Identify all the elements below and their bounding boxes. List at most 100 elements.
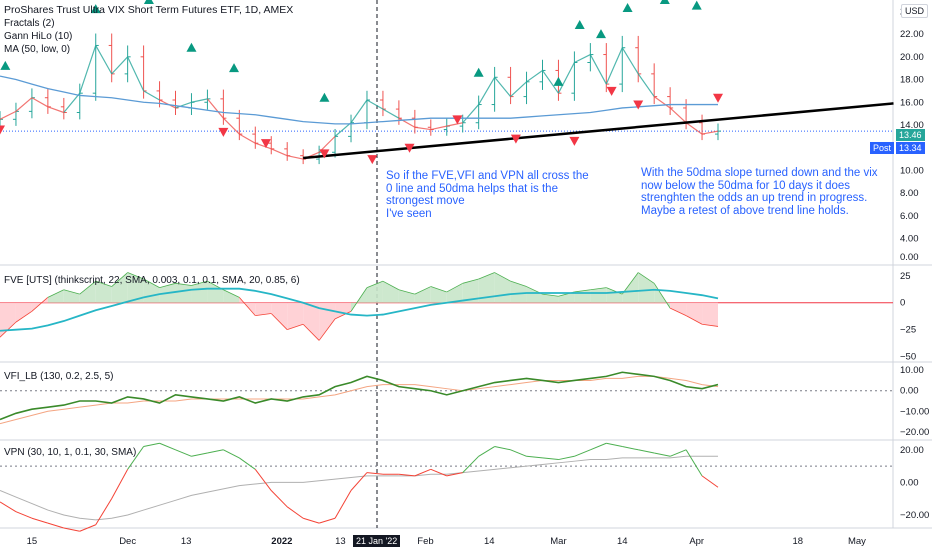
time-tick-label: Dec — [119, 536, 136, 547]
pane-tick-label: −10.00 — [900, 406, 929, 417]
vpn-line-segment — [334, 490, 352, 519]
fve-line-segment — [398, 289, 415, 295]
fractal-down-marker — [319, 149, 330, 159]
pane-tick-label: 0 — [900, 298, 905, 309]
vpn-line-segment — [31, 517, 49, 524]
gann-hilo-segment — [287, 155, 304, 160]
gann-hilo-segment — [526, 69, 543, 83]
vpn-line-segment — [79, 524, 96, 532]
vfi-line — [0, 371, 719, 421]
gann-hilo-segment — [47, 106, 65, 114]
fractal-down-marker — [260, 139, 271, 149]
vpn-line-segment — [318, 517, 336, 524]
vpn-line-segment — [701, 475, 719, 488]
vpn-line-segment — [143, 442, 160, 448]
pane-tick-label: −50 — [900, 352, 916, 363]
vpn-line-segment — [15, 511, 33, 519]
time-tick-label: 14 — [617, 536, 628, 547]
fve-line-segment — [223, 289, 240, 298]
trend-line — [303, 102, 894, 160]
fve-area-segment — [79, 281, 96, 303]
fve-area-segment — [271, 302, 288, 330]
vpn-line-segment — [63, 527, 80, 532]
gann-hilo-segment — [15, 97, 33, 112]
gann-hilo-segment — [494, 76, 512, 97]
vpn-line-segment — [207, 449, 224, 454]
gann-hilo-segment — [701, 130, 719, 135]
gann-hilo-segment — [127, 56, 145, 92]
vpn-signal-line — [0, 455, 718, 521]
vpn-line-segment — [223, 449, 240, 459]
fve-area-segment — [335, 302, 352, 319]
fve-area-segment — [526, 286, 543, 303]
time-tick-label: 13 — [181, 536, 192, 547]
vpn-line-segment — [270, 490, 288, 508]
currency-label[interactable]: USD — [900, 4, 928, 18]
fve-line-segment — [287, 323, 304, 331]
fractal-up-marker — [595, 29, 606, 39]
fve-line-segment — [350, 287, 368, 312]
pane-tick-label: −25 — [900, 325, 916, 336]
pane-tick-label: 0.00 — [900, 252, 919, 263]
vpn-line-segment — [414, 468, 431, 477]
gann-hilo-segment — [334, 122, 352, 137]
fve-line-segment — [446, 282, 463, 293]
fractal-down-marker — [452, 115, 463, 125]
vpn-line-segment — [574, 449, 591, 457]
fve-line-segment — [462, 278, 479, 284]
fve-area-segment — [175, 283, 192, 303]
vpn-line-segment — [254, 469, 272, 491]
gann-hilo-segment — [541, 70, 559, 94]
price-tick-label: 4.00 — [900, 234, 919, 245]
gann-hilo-segment — [255, 142, 272, 150]
fve-line-segment — [669, 307, 687, 317]
gann-hilo-segment — [574, 54, 591, 64]
fve-line-segment — [318, 318, 336, 341]
gann-hilo-segment — [95, 45, 113, 75]
price-tick-label: 18.00 — [900, 75, 924, 86]
price-tick-label: 8.00 — [900, 188, 919, 199]
vpn-line-segment — [590, 442, 607, 451]
legend-ma: MA (50, low, 0) — [4, 44, 71, 55]
vpn-line-segment — [398, 473, 415, 477]
vfi-signal-line — [0, 375, 719, 425]
gann-hilo-segment — [143, 90, 160, 101]
gann-hilo-segment — [239, 133, 256, 144]
vpn-line-segment — [127, 446, 145, 470]
fractal-up-marker — [622, 2, 633, 12]
fve-area-segment — [670, 302, 687, 316]
fve-line-segment — [239, 297, 256, 316]
vpn-line-segment — [366, 472, 383, 475]
fve-area-segment — [446, 283, 463, 303]
time-tick-label: 14 — [484, 536, 495, 547]
fve-line-segment — [542, 293, 559, 297]
time-tick-label: 13 — [335, 536, 346, 547]
gann-hilo-segment — [637, 73, 655, 97]
fve-line-segment — [63, 289, 80, 295]
fve-line-segment — [590, 287, 607, 291]
post-price-badge: 13.34 — [896, 142, 925, 154]
vpn-line-segment — [622, 446, 639, 451]
fve-area-segment — [366, 281, 383, 303]
gann-hilo-segment — [621, 47, 639, 75]
fractal-up-marker — [143, 0, 154, 4]
pane-tick-label: 0.00 — [900, 477, 919, 488]
gann-hilo-segment — [669, 107, 687, 124]
fve-line-segment — [31, 297, 49, 312]
fractal-down-marker — [510, 134, 521, 144]
fve-line-segment — [637, 272, 655, 284]
fve-area-segment — [15, 302, 32, 323]
time-tick-label: Apr — [689, 536, 704, 547]
fve-line-segment — [494, 272, 511, 282]
fractal-up-marker — [553, 76, 564, 86]
gann-hilo-segment — [175, 101, 192, 109]
fractal-up-marker — [90, 4, 101, 14]
vpn-legend: VPN (30, 10, 1, 0.1, 30, SMA) — [4, 447, 137, 458]
fve-signal-line — [0, 287, 719, 332]
vpn-line-segment — [669, 449, 687, 457]
fve-line-segment — [574, 289, 591, 293]
pane-tick-label: −20.00 — [900, 427, 929, 438]
legend-gann-hilo: Gann HiLo (10) — [4, 31, 73, 42]
fve-line-segment — [685, 315, 703, 325]
time-tick-label: 15 — [27, 536, 38, 547]
